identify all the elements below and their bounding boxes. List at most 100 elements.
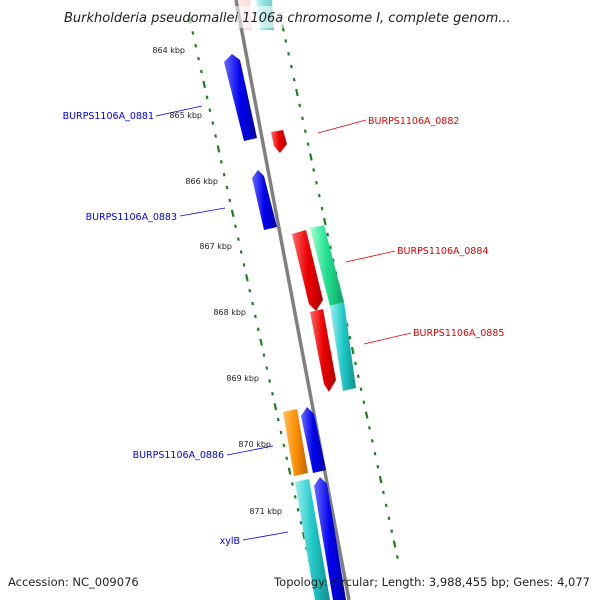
track-tick	[236, 237, 240, 241]
track-tick	[384, 503, 388, 508]
gene-burps1106a-0882[interactable]	[271, 130, 287, 153]
topology-text: Topology: circular; Length: 3,988,455 bp…	[273, 575, 590, 589]
tick-label-868: 868 kbp	[213, 308, 246, 317]
track-tick	[364, 411, 369, 419]
track-tick	[301, 116, 304, 121]
gene-label-burps1106a-0884[interactable]: BURPS1106A_0884	[397, 246, 488, 257]
track-tick	[373, 451, 377, 456]
track-tick	[254, 314, 257, 319]
track-tick	[317, 193, 321, 198]
gene-label-leaders	[155, 105, 412, 541]
track-tick	[256, 327, 260, 332]
track-tick	[273, 403, 278, 411]
track-tick	[362, 400, 366, 404]
accession-text: Accession: NC_009076	[8, 575, 139, 589]
track-tick	[301, 531, 306, 540]
tick-label-869: 869 kbp	[226, 374, 259, 383]
track-tick	[194, 43, 198, 48]
track-tick	[279, 430, 283, 435]
chromosome-backbone	[234, 0, 351, 600]
track-tick	[197, 56, 200, 61]
gene-burps1106a-0881[interactable]	[224, 54, 257, 141]
gene-label-burps1106a-0882[interactable]: BURPS1106A_0882	[368, 116, 459, 127]
gene-labels: BURPS1106A_0881 BURPS1106A_0882 BURPS110…	[63, 111, 505, 547]
gene-green-segment[interactable]	[310, 225, 344, 306]
tick-label-865: 865 kbp	[169, 111, 202, 120]
track-tick	[259, 338, 263, 346]
track-tick	[219, 159, 223, 164]
track-tick	[387, 516, 391, 521]
gene-cyan-lower[interactable]	[295, 479, 330, 600]
gene-burps1106a-0885[interactable]	[310, 309, 336, 392]
track-tick	[202, 80, 207, 89]
track-tick	[289, 64, 293, 69]
gene-label-burps1106a-0883[interactable]: BURPS1106A_0883	[86, 212, 177, 223]
track-tick	[292, 77, 296, 82]
track-tick	[262, 353, 266, 357]
gene-xylb[interactable]	[314, 477, 346, 600]
track-tick	[228, 198, 232, 203]
track-tick	[239, 250, 243, 254]
track-tick	[199, 69, 203, 74]
track-tick	[282, 443, 286, 448]
track-tick	[271, 392, 274, 396]
track-tick	[354, 361, 357, 366]
gene-orange-segment[interactable]	[283, 409, 308, 476]
gene-label-xylb[interactable]: xylB	[220, 536, 240, 547]
track-tick	[378, 475, 383, 484]
tick-labels: 864 kbp 865 kbp 866 kbp 867 kbp 868 kbp …	[152, 46, 282, 516]
track-tick	[356, 374, 360, 379]
track-tick	[312, 168, 316, 172]
track-tick	[191, 31, 195, 35]
gene-features	[224, 54, 356, 600]
tick-label-870: 870 kbp	[238, 440, 271, 449]
track-tick	[222, 172, 226, 177]
track-tick	[395, 555, 399, 559]
gene-burps1106a-0884[interactable]	[292, 230, 323, 311]
track-tick	[285, 456, 289, 461]
track-tick	[242, 263, 246, 267]
tick-label-871: 871 kbp	[249, 507, 282, 516]
track-tick	[293, 495, 297, 499]
track-tick	[284, 39, 288, 43]
track-tick	[323, 217, 327, 226]
gene-label-burps1106a-0881[interactable]: BURPS1106A_0881	[63, 111, 154, 122]
tick-label-867: 867 kbp	[199, 242, 232, 251]
track-tick	[216, 145, 221, 153]
track-tick	[326, 232, 330, 237]
track-tick	[211, 121, 215, 125]
track-tick	[392, 540, 397, 548]
track-tick	[251, 301, 255, 306]
track-tick	[265, 366, 269, 370]
track-tick	[214, 134, 218, 138]
track-tick	[298, 103, 302, 108]
track-tick	[328, 245, 332, 250]
track-tick	[287, 467, 292, 475]
track-tick	[205, 95, 209, 100]
track-tick	[248, 288, 252, 293]
tick-label-866: 866 kbp	[185, 177, 218, 186]
track-tick	[320, 206, 324, 211]
track-tick	[299, 520, 303, 525]
track-tick	[268, 379, 272, 383]
track-tick	[208, 108, 212, 113]
tick-label-864: 864 kbp	[152, 46, 185, 55]
gene-burps1106a-0883[interactable]	[252, 170, 277, 230]
gene-burps1106a-0886[interactable]	[301, 407, 326, 473]
map-title: Burkholderia pseudomallei 1106a chromoso…	[64, 11, 511, 26]
track-tick	[350, 346, 355, 355]
track-tick	[390, 529, 394, 533]
track-tick	[368, 426, 371, 430]
track-tick	[296, 508, 300, 512]
gene-label-burps1106a-0886[interactable]: BURPS1106A_0886	[133, 450, 224, 461]
gene-label-burps1106a-0885[interactable]: BURPS1106A_0885	[413, 328, 504, 339]
track-tick	[359, 387, 363, 392]
track-tick	[381, 490, 385, 495]
track-tick	[295, 88, 299, 97]
coordinate-tracks	[188, 16, 399, 589]
track-tick	[306, 142, 310, 146]
track-tick	[290, 482, 294, 486]
gene-cyan-segment[interactable]	[330, 302, 356, 391]
track-tick	[370, 439, 374, 443]
